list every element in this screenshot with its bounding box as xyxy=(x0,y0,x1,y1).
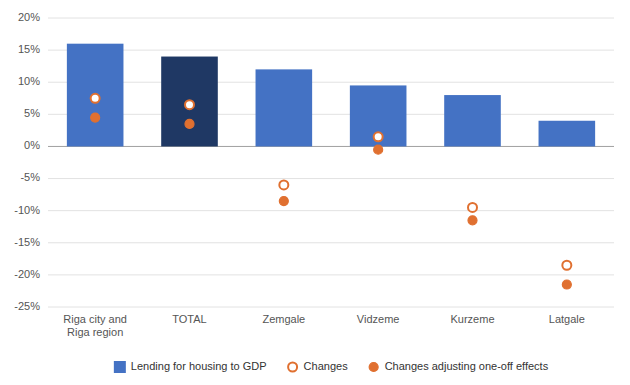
legend-label: Changes xyxy=(304,360,349,372)
x-tick-label-line: Riga city and xyxy=(63,313,127,325)
legend-label: Lending for housing to GDP xyxy=(131,360,267,372)
bar xyxy=(256,69,313,146)
grid-line xyxy=(48,210,614,211)
y-tick-label: 5% xyxy=(24,107,40,119)
point xyxy=(562,261,571,270)
grid-line xyxy=(48,18,614,19)
point xyxy=(374,132,383,141)
x-tick-label-line: Vidzeme xyxy=(357,313,400,325)
legend-label: Changes adjusting one-off effects xyxy=(385,360,549,372)
point xyxy=(279,197,288,206)
point xyxy=(91,94,100,103)
point xyxy=(468,203,477,212)
x-tick-label: TOTAL xyxy=(172,313,206,325)
point xyxy=(468,216,477,225)
bar xyxy=(67,44,124,147)
grid-line xyxy=(48,242,614,243)
x-tick-label: Zemgale xyxy=(262,313,305,325)
point xyxy=(185,100,194,109)
legend-marker xyxy=(288,363,297,372)
x-tick-label: Riga city andRiga region xyxy=(63,313,127,338)
zero-line xyxy=(48,146,614,147)
x-tick-label: Latgale xyxy=(549,313,585,325)
grid-line xyxy=(48,274,614,275)
legend-swatch xyxy=(114,361,126,373)
chart-svg: -25% -20% -15% -10% -5% 0% 5% 10% 15% 20% Riga cit… xyxy=(0,0,630,385)
point xyxy=(279,180,288,189)
x-axis: Riga city andRiga region TOTAL Zemgale Vidz… xyxy=(63,313,585,338)
grid xyxy=(48,18,614,307)
marks xyxy=(67,44,595,289)
point xyxy=(374,145,383,154)
y-tick-label: -25% xyxy=(14,300,40,312)
x-tick-label: Kurzeme xyxy=(450,313,494,325)
y-tick-label: 20% xyxy=(18,11,40,23)
y-tick-label: -5% xyxy=(20,171,40,183)
legend: Lending for housing to GDP Changes Changes… xyxy=(114,360,549,373)
grid-line xyxy=(48,82,614,83)
grid-line xyxy=(48,178,614,179)
point xyxy=(91,113,100,122)
y-tick-label: -15% xyxy=(14,236,40,248)
legend-marker xyxy=(369,363,378,372)
x-tick-label-line: TOTAL xyxy=(172,313,206,325)
y-tick-label: -20% xyxy=(14,268,40,280)
bar xyxy=(539,121,596,147)
bar xyxy=(444,95,501,146)
chart-container: -25% -20% -15% -10% -5% 0% 5% 10% 15% 20% Riga cit… xyxy=(0,0,630,385)
y-tick-label: 15% xyxy=(18,43,40,55)
bar xyxy=(350,85,407,146)
point xyxy=(185,119,194,128)
y-tick-label: 10% xyxy=(18,75,40,87)
point xyxy=(562,280,571,289)
y-axis: -25% -20% -15% -10% -5% 0% 5% 10% 15% 20% xyxy=(14,11,40,312)
x-tick-label-line: Riga region xyxy=(67,326,123,338)
y-tick-label: -10% xyxy=(14,204,40,216)
x-tick-label: Vidzeme xyxy=(357,313,400,325)
grid-line xyxy=(48,307,614,308)
x-tick-label-line: Kurzeme xyxy=(450,313,494,325)
bar xyxy=(161,57,218,147)
y-tick-label: 0% xyxy=(24,139,40,151)
x-tick-label-line: Zemgale xyxy=(262,313,305,325)
grid-line xyxy=(48,50,614,51)
x-tick-label-line: Latgale xyxy=(549,313,585,325)
grid-line xyxy=(48,114,614,115)
